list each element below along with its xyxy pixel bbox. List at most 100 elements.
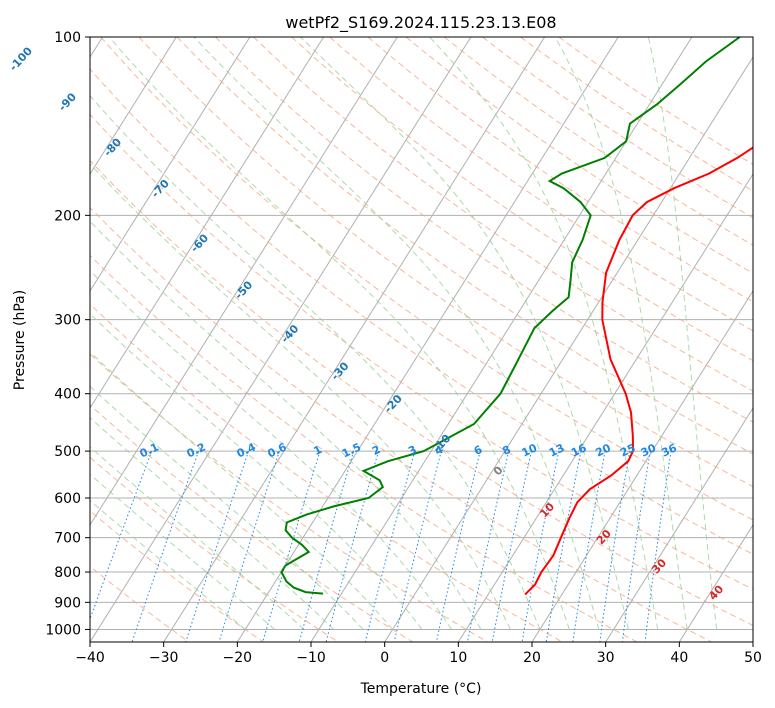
moist-adiabat-line xyxy=(90,351,393,630)
mixing-ratio-line xyxy=(298,450,355,642)
x-tick-label: 50 xyxy=(744,650,762,666)
moist-adiabat-line xyxy=(647,37,718,630)
y-tick-label: 100 xyxy=(54,30,81,46)
isotherm-line xyxy=(90,37,177,175)
x-tick-label: −20 xyxy=(223,650,253,666)
isotherm-label: 10 xyxy=(537,500,557,520)
x-axis-label: Temperature (°C) xyxy=(360,681,482,697)
x-axis-ticks: −40 −30 −20 −10 0 10 20 30 40 50 xyxy=(75,642,762,666)
dry-adiabat-line xyxy=(90,303,563,642)
mixing-ratio-line xyxy=(467,450,510,642)
mixing-ratio-line xyxy=(90,450,153,621)
mixing-ratio-line xyxy=(491,450,532,642)
mixing-ratio-label: 0.6 xyxy=(265,440,288,460)
mixing-ratio-line xyxy=(621,451,651,642)
dry-adiabat-line xyxy=(90,353,488,642)
isotherm-line xyxy=(531,290,753,642)
isotherm-label: -60 xyxy=(188,231,211,255)
y-tick-label: 700 xyxy=(54,531,81,547)
mixing-ratio-label: 1 xyxy=(312,443,324,458)
moist-adiabat-line xyxy=(429,37,659,630)
mixing-ratio-label: 36 xyxy=(660,441,680,459)
sounding-line xyxy=(280,37,741,595)
dry-adiabat-line xyxy=(405,37,753,274)
isotherm-label: 0 xyxy=(491,463,506,478)
mixing-ratio-label: 1.5 xyxy=(340,440,363,460)
dry-adiabat-line xyxy=(253,37,753,392)
x-tick-label: 20 xyxy=(523,650,541,666)
x-tick-label: 0 xyxy=(380,650,389,666)
isotherm-line xyxy=(457,173,753,642)
isotherm-line xyxy=(752,641,753,642)
mixing-ratio-line xyxy=(572,451,606,642)
dry-adiabat-line xyxy=(90,206,712,642)
dry-adiabat-line xyxy=(291,37,753,362)
dry-adiabat-line xyxy=(90,113,753,590)
mixing-ratio-label: 10 xyxy=(520,441,540,459)
isotherm-label: -30 xyxy=(329,359,352,383)
mixing-ratio-line xyxy=(131,450,200,642)
moist-adiabat-line xyxy=(90,95,541,630)
y-tick-label: 900 xyxy=(54,595,81,611)
isotherm-label: -10 xyxy=(430,432,453,456)
y-tick-label: 1000 xyxy=(45,622,81,638)
moist-adiabat-line xyxy=(300,37,629,630)
mixing-ratio-line xyxy=(218,450,280,642)
dry-adiabat-line xyxy=(367,37,753,303)
moist-adiabat-line xyxy=(90,473,276,630)
isotherm-line xyxy=(678,524,753,642)
moist-adiabat-line xyxy=(193,37,600,630)
isotherm-line xyxy=(90,37,325,409)
x-tick-label: −40 xyxy=(75,650,105,666)
isotherm-label: -90 xyxy=(56,90,79,114)
mixing-ratio-line xyxy=(599,451,631,642)
isotherm-line xyxy=(90,37,472,642)
isotherm-line xyxy=(605,407,753,642)
mixing-ratio-line xyxy=(364,450,416,642)
mixing-ratio-label: 0.2 xyxy=(185,440,208,460)
mixing-ratio-line xyxy=(262,450,321,642)
isotherm-line xyxy=(90,37,398,526)
moist-adiabat-line xyxy=(90,313,423,630)
profile-lines xyxy=(280,37,753,596)
chart-title: wetPf2_S169.2024.115.23.13.E08 xyxy=(285,13,556,33)
dry-adiabat-line xyxy=(215,37,753,423)
dry-adiabat-line xyxy=(90,159,753,627)
dry-adiabat-line xyxy=(90,456,339,642)
mixing-ratio-label: 16 xyxy=(569,441,589,459)
dry-adiabat-line xyxy=(558,37,753,166)
isotherm-label: -40 xyxy=(278,322,301,346)
isotherm-line xyxy=(90,37,251,292)
mixing-ratio-line xyxy=(325,450,379,642)
moist-adiabat-line xyxy=(90,220,482,630)
mixing-ratio-line xyxy=(644,451,672,642)
isotherm-line xyxy=(236,37,619,642)
moist-adiabat-line xyxy=(109,37,570,630)
moist-adiabat-line xyxy=(90,446,305,630)
moist-adiabat-line xyxy=(90,163,511,630)
y-tick-label: 600 xyxy=(54,491,81,507)
x-tick-label: 30 xyxy=(597,650,615,666)
isotherm-label: -20 xyxy=(382,392,405,416)
y-tick-label: 300 xyxy=(54,313,81,329)
dry-adiabat-line xyxy=(100,37,753,521)
mixing-ratio-line xyxy=(435,450,481,642)
sounding-line xyxy=(524,146,753,596)
dry-adiabat-line xyxy=(138,37,753,488)
isotherm-label: -100 xyxy=(7,44,36,73)
y-tick-label: 500 xyxy=(54,444,81,460)
isotherm-label: -70 xyxy=(149,177,172,201)
y-axis-label: Pressure (hPa) xyxy=(12,290,28,390)
background-lines xyxy=(90,37,753,642)
dry-adiabat-line xyxy=(90,68,753,555)
mixing-ratio-label: 20 xyxy=(593,441,613,459)
mixing-ratio-label: 30 xyxy=(639,441,659,459)
moist-adiabat-line xyxy=(554,37,688,630)
x-tick-label: −10 xyxy=(296,650,326,666)
x-tick-label: 10 xyxy=(449,650,467,666)
isotherm-label: -50 xyxy=(232,278,255,302)
isotherm-line xyxy=(384,56,753,642)
isotherm-label: 20 xyxy=(594,527,614,547)
dry-adiabat-line xyxy=(90,510,264,642)
